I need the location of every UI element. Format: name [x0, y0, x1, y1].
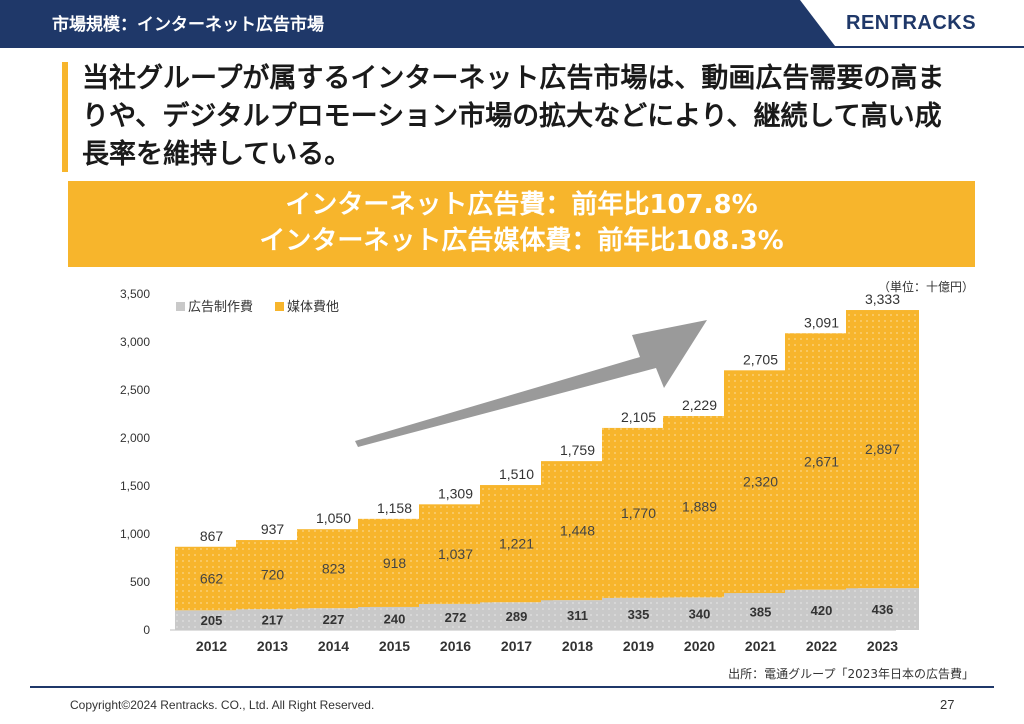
total-value-label: 2,229 — [682, 397, 717, 413]
x-tick-label: 2013 — [257, 638, 288, 654]
total-value-label: 1,759 — [560, 442, 595, 458]
x-tick-label: 2014 — [318, 638, 349, 654]
rentracks-logo: RENTRACKS — [846, 12, 977, 34]
bar-media-cost — [297, 529, 370, 609]
media-value-label: 1,889 — [682, 499, 717, 515]
bar-production-cost — [480, 602, 553, 630]
bar-media-cost — [724, 370, 797, 594]
callout-line-ad-spend: インターネット広告費：前年比107.8% — [285, 190, 758, 220]
headline-accent-bar — [62, 62, 68, 172]
headline-text: 当社グループが属するインターネット広告市場は、動画広告需要の高まりや、デジタルプ… — [82, 63, 945, 170]
bar-production-cost — [419, 603, 492, 630]
bar-media-cost — [663, 416, 736, 598]
legend-swatch-media — [275, 302, 284, 311]
page-number: 27 — [940, 697, 955, 712]
total-value-label: 3,091 — [804, 314, 839, 330]
production-value-label: 311 — [567, 608, 588, 623]
production-value-label: 340 — [689, 607, 711, 622]
bar-production-cost — [724, 593, 797, 630]
header-bar — [0, 0, 1024, 48]
media-value-label: 2,671 — [804, 453, 839, 469]
bar-production-cost — [358, 606, 431, 630]
bar-media-cost — [785, 333, 858, 590]
media-value-label: 1,448 — [560, 523, 595, 539]
x-tick-label: 2012 — [196, 638, 227, 654]
bar-production-cost — [541, 600, 614, 630]
bar-production-cost — [236, 609, 309, 630]
media-value-label: 1,037 — [438, 546, 473, 562]
y-tick-label: 500 — [130, 575, 150, 589]
legend-label-production: 広告制作費 — [188, 299, 253, 314]
production-value-label: 205 — [201, 613, 223, 628]
y-tick-label: 1,000 — [120, 527, 150, 541]
footer-line — [30, 686, 994, 688]
media-value-label: 1,770 — [621, 505, 656, 521]
media-value-label: 720 — [261, 567, 285, 583]
bar-media-cost — [541, 461, 614, 601]
x-tick-label: 2015 — [379, 638, 410, 654]
production-value-label: 240 — [384, 611, 406, 626]
total-value-label: 2,705 — [743, 351, 778, 367]
production-value-label: 335 — [628, 607, 650, 622]
bar-production-cost — [663, 597, 736, 630]
x-tick-label: 2018 — [562, 638, 593, 654]
x-tick-label: 2021 — [745, 638, 776, 654]
bar-production-cost — [602, 597, 675, 630]
bar-production-cost — [297, 608, 370, 630]
total-value-label: 1,309 — [438, 485, 473, 501]
production-value-label: 289 — [506, 609, 528, 624]
legend-swatch-production — [176, 302, 185, 311]
unit-note: （単位：十億円） — [877, 280, 974, 294]
bar-production-cost — [175, 610, 248, 630]
x-tick-label: 2016 — [440, 638, 471, 654]
bar-media-cost — [358, 518, 431, 607]
total-value-label: 2,105 — [621, 409, 656, 425]
y-tick-label: 3,000 — [120, 335, 150, 349]
x-tick-label: 2017 — [501, 638, 532, 654]
total-value-label: 1,050 — [316, 510, 351, 526]
total-value-label: 3,333 — [865, 291, 900, 307]
production-value-label: 227 — [323, 612, 345, 627]
total-value-label: 1,158 — [377, 500, 412, 516]
media-value-label: 2,897 — [865, 441, 900, 457]
media-value-label: 1,221 — [499, 536, 534, 552]
production-value-label: 217 — [262, 613, 284, 628]
y-tick-label: 2,000 — [120, 431, 150, 445]
x-tick-label: 2019 — [623, 638, 654, 654]
legend-label-media: 媒体費他 — [287, 299, 339, 314]
bar-media-cost — [846, 310, 919, 589]
total-value-label: 1,510 — [499, 466, 534, 482]
bar-media-cost — [419, 504, 492, 604]
x-tick-label: 2020 — [684, 638, 715, 654]
bar-media-cost — [175, 546, 248, 611]
growth-arrow — [355, 320, 707, 447]
growth-callout: インターネット広告費：前年比107.8% インターネット広告媒体費：前年比108… — [68, 181, 975, 267]
y-tick-label: 1,500 — [120, 479, 150, 493]
bar-media-cost — [236, 540, 309, 610]
copyright-text: Copyright©2024 Rentracks. CO., Ltd. All … — [70, 698, 375, 712]
media-value-label: 823 — [322, 561, 346, 577]
production-value-label: 272 — [445, 610, 467, 625]
media-value-label: 2,320 — [743, 474, 778, 490]
y-tick-label: 0 — [143, 623, 150, 637]
source-note: 出所：電通グループ「2023年日本の広告費」 — [728, 667, 974, 681]
x-tick-label: 2022 — [806, 638, 837, 654]
y-tick-label: 2,500 — [120, 383, 150, 397]
production-value-label: 420 — [811, 603, 833, 618]
total-value-label: 867 — [200, 528, 224, 544]
bar-media-cost — [480, 485, 553, 603]
section-title: 市場規模：インターネット広告市場 — [52, 15, 324, 35]
bar-media-cost — [602, 427, 675, 598]
total-value-label: 937 — [261, 521, 285, 537]
x-tick-label: 2023 — [867, 638, 898, 654]
bar-production-cost — [785, 589, 858, 630]
y-tick-label: 3,500 — [120, 287, 150, 301]
callout-line-media-spend: インターネット広告媒体費：前年比108.3% — [259, 226, 784, 256]
media-value-label: 918 — [383, 555, 407, 571]
media-value-label: 662 — [200, 571, 224, 587]
bar-production-cost — [846, 588, 919, 630]
production-value-label: 385 — [750, 605, 772, 620]
production-value-label: 436 — [872, 602, 894, 617]
